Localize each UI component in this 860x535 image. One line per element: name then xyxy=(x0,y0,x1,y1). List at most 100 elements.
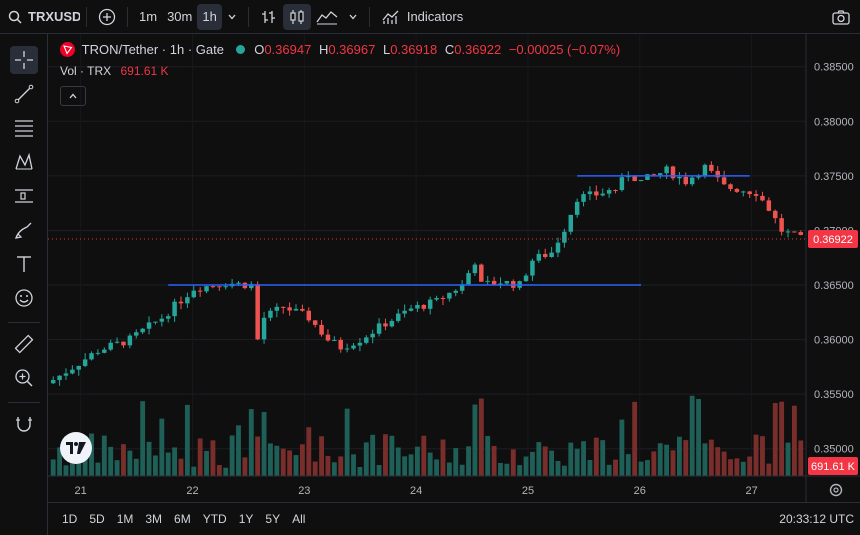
range-1y-button[interactable]: 1Y xyxy=(238,512,254,526)
forecast-tool[interactable] xyxy=(10,182,38,210)
collapse-legend-button[interactable] xyxy=(60,86,86,106)
volume-bar xyxy=(261,411,267,476)
symbol-description[interactable]: TRON/Tether · 1h · Gate xyxy=(81,42,224,57)
candle-body xyxy=(645,174,650,180)
candle-body xyxy=(785,231,791,233)
interval-1h-label: 1h xyxy=(202,9,217,24)
candle-body xyxy=(779,218,784,232)
candle-body xyxy=(689,177,695,185)
horizontal-lines-tool[interactable] xyxy=(10,114,38,142)
volume-bar xyxy=(561,465,567,476)
volume-bar xyxy=(510,449,516,476)
volume-bar xyxy=(63,465,69,476)
chart-area[interactable]: 0.385000.380000.375000.370000.365000.360… xyxy=(48,34,860,502)
candle-body xyxy=(351,345,356,349)
volume-bar xyxy=(197,438,203,476)
volume-bar xyxy=(274,445,280,476)
interval-30m-button[interactable]: 30m xyxy=(162,4,197,30)
volume-label[interactable]: Vol · TRX xyxy=(60,64,112,78)
magnet-tool[interactable] xyxy=(10,410,38,438)
text-tool[interactable] xyxy=(10,250,38,278)
indicators-button[interactable]: Indicators xyxy=(376,4,468,30)
interval-dropdown-button[interactable] xyxy=(222,4,242,30)
volume-bar xyxy=(376,464,382,476)
chart-type-dropdown-button[interactable] xyxy=(343,4,363,30)
candle-body xyxy=(453,290,458,293)
volume-bar xyxy=(57,447,63,476)
price-chart[interactable]: 0.385000.380000.375000.370000.365000.360… xyxy=(48,34,860,502)
y-tick-label: 0.35000 xyxy=(814,444,854,456)
symbol-label: TRXUSDT xyxy=(28,9,80,24)
price-axis[interactable]: 0.385000.380000.375000.370000.365000.360… xyxy=(805,34,858,502)
x-tick-label: 27 xyxy=(745,485,757,497)
crosshair-tool[interactable] xyxy=(10,46,38,74)
candle-body xyxy=(63,373,69,376)
candle-body xyxy=(574,201,580,215)
y-tick-label: 0.37500 xyxy=(814,171,854,183)
volume-bar xyxy=(523,456,529,476)
range-all-button[interactable]: All xyxy=(292,512,306,526)
x-tick-label: 24 xyxy=(410,485,422,497)
y-tick-label: 0.36000 xyxy=(814,335,854,347)
volume-bar xyxy=(440,439,446,476)
settings-gear-icon xyxy=(829,483,843,497)
interval-1m-button[interactable]: 1m xyxy=(134,4,162,30)
chevron-up-icon xyxy=(69,93,77,99)
emoji-tool[interactable] xyxy=(10,284,38,312)
y-tick-label: 0.38500 xyxy=(814,62,854,74)
time-axis[interactable]: 21 22 23 24 25 26 27 xyxy=(48,475,860,497)
area-style-button[interactable] xyxy=(311,4,343,30)
last-price-badge xyxy=(808,229,858,248)
y-tick-label: 0.35500 xyxy=(814,389,854,401)
range-ytd-button[interactable]: YTD xyxy=(202,512,227,526)
bars-style-button[interactable] xyxy=(255,4,283,30)
trend-line-tool[interactable] xyxy=(10,80,38,108)
volume-bar xyxy=(574,448,580,476)
tradingview-logo[interactable] xyxy=(60,432,92,464)
horizontal-lines[interactable] xyxy=(168,175,750,286)
candle-body xyxy=(600,193,605,196)
candle-body xyxy=(447,292,452,299)
candle-body xyxy=(792,231,797,233)
compare-symbol-button[interactable] xyxy=(93,4,121,30)
volume-bar xyxy=(747,456,753,476)
volume-bar xyxy=(127,450,133,476)
symbol-search[interactable]: TRXUSDT xyxy=(0,0,80,33)
range-1d-button[interactable]: 1D xyxy=(62,512,78,526)
chevron-down-icon xyxy=(349,14,357,19)
measure-tool[interactable] xyxy=(10,330,38,358)
divider xyxy=(127,6,128,27)
candle-body xyxy=(721,177,727,185)
candle-body xyxy=(376,323,382,334)
volume-bar xyxy=(434,459,440,476)
range-1m-button[interactable]: 1M xyxy=(116,512,134,526)
candle-body xyxy=(523,275,529,282)
range-5d-button[interactable]: 5D xyxy=(89,512,105,526)
volume-bar xyxy=(753,434,759,476)
brush-tool[interactable] xyxy=(10,216,38,244)
candle-body xyxy=(268,310,273,318)
volume-bar xyxy=(715,447,721,476)
snapshot-button[interactable] xyxy=(826,4,856,30)
range-3m-button[interactable]: 3M xyxy=(145,512,163,526)
volume-bar xyxy=(619,419,625,476)
volume-bar xyxy=(734,458,740,476)
bars-icon xyxy=(261,10,275,23)
pattern-tool[interactable] xyxy=(10,148,38,176)
volume-bar xyxy=(280,448,286,476)
volume-bar xyxy=(236,425,241,476)
candle-body xyxy=(280,306,286,308)
candle-body xyxy=(178,301,184,304)
range-6m-button[interactable]: 6M xyxy=(174,512,191,526)
candle-body xyxy=(217,286,222,288)
close-value: 0.36922 xyxy=(454,42,502,57)
volume-bar xyxy=(427,452,433,476)
utc-clock[interactable]: 20:33:12 UTC xyxy=(779,512,854,526)
candles-style-button[interactable] xyxy=(282,3,311,30)
range-5y-button[interactable]: 5Y xyxy=(265,512,281,526)
candle-body xyxy=(587,191,593,195)
volume-bar xyxy=(204,450,209,476)
interval-1h-button[interactable]: 1h xyxy=(197,3,222,30)
zoom-in-tool[interactable] xyxy=(10,364,38,392)
volume-value: 691.61 K xyxy=(120,64,169,78)
